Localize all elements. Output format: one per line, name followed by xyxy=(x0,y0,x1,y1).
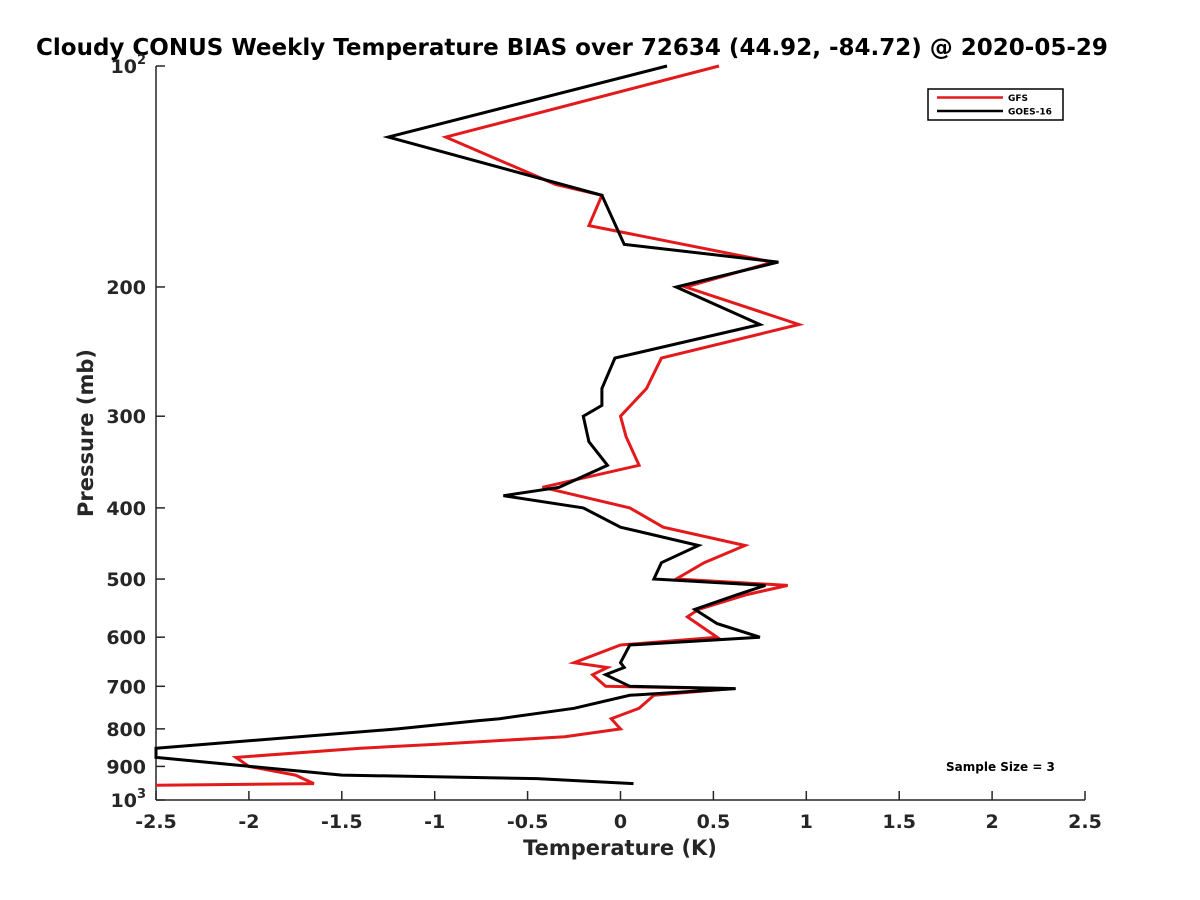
y-tick-label: 300 xyxy=(106,406,146,428)
series-line-gfs xyxy=(155,64,805,787)
x-tick-label: 0 xyxy=(614,811,627,833)
x-tick-label: 0.5 xyxy=(697,811,731,833)
x-tick-label: 1.5 xyxy=(882,811,916,833)
y-axis-label: Pressure (mb) xyxy=(74,349,98,517)
y-tick-label: 700 xyxy=(106,676,146,698)
y-tick-label: 800 xyxy=(106,719,146,741)
plot-area: -2.5 -2 -1.5 -1 -0.5 0 0.5 1 1.5 2 2.5 10220030040… xyxy=(106,53,1102,833)
x-axis-ticks: -2.5 -2 -1.5 -1 -0.5 0 0.5 1 1.5 2 2.5 xyxy=(135,791,1102,833)
x-tick-label: -0.5 xyxy=(507,811,549,833)
series-line-goes-16 xyxy=(154,64,779,786)
y-tick-label: 103 xyxy=(111,787,147,812)
legend-box xyxy=(927,88,1064,121)
y-tick-label: 600 xyxy=(106,627,146,649)
x-tick-label: -1 xyxy=(424,811,445,833)
sample-size-annotation: Sample Size = 3 xyxy=(946,760,1055,774)
x-tick-label: -2.5 xyxy=(135,811,177,833)
x-tick-label: -1.5 xyxy=(321,811,363,833)
y-tick-label: 200 xyxy=(106,277,146,299)
y-tick-label: 102 xyxy=(111,53,147,78)
x-axis-label: Temperature (K) xyxy=(523,836,717,860)
x-tick-label: 2 xyxy=(985,811,998,833)
x-tick-label: 2.5 xyxy=(1068,811,1102,833)
y-tick-label: 500 xyxy=(106,569,146,591)
y-tick-base: 10 xyxy=(111,56,137,78)
chart-title: Cloudy CONUS Weekly Temperature BIAS ove… xyxy=(36,35,1108,61)
y-tick-exponent: 3 xyxy=(137,787,146,802)
legend-label-goes16: GOES-16 xyxy=(1008,108,1052,118)
y-tick-base: 10 xyxy=(111,790,137,812)
legend: GFS GOES-16 xyxy=(927,88,1064,121)
legend-label-gfs: GFS xyxy=(1008,94,1028,104)
y-tick-label: 400 xyxy=(106,498,146,520)
x-tick-label: -2 xyxy=(238,811,259,833)
y-tick-label: 900 xyxy=(106,756,146,778)
series-layer xyxy=(154,64,805,787)
x-tick-label: 1 xyxy=(800,811,813,833)
y-tick-exponent: 2 xyxy=(137,53,146,68)
